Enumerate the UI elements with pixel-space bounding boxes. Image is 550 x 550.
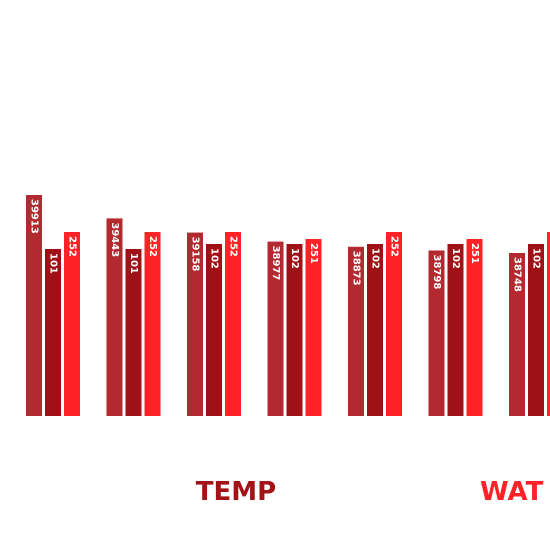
- data-label-series1-group5: 38873: [351, 251, 362, 286]
- bar-series3-group6: [466, 239, 483, 416]
- data-label-series1-group2: 39443: [109, 222, 120, 257]
- bar-series1-group6: [428, 250, 445, 416]
- bar-series2-group3: [206, 244, 222, 416]
- legend-label-temp: TEMP: [196, 477, 276, 507]
- bar-series2-group5: [367, 244, 383, 416]
- bar-labels-group: 39913 39443 39158 38977 38873 38798 38748 101 10…: [29, 199, 550, 292]
- bar-series1-group2: [106, 218, 123, 416]
- bar-series2-group7: [528, 244, 544, 416]
- bar-series1-group3: [187, 232, 203, 416]
- bar-series1-group5: [348, 246, 364, 416]
- bar-series2-group4: [286, 244, 303, 416]
- bar-series3-group4: [305, 239, 322, 416]
- data-label-series2-group7: 102: [531, 248, 542, 269]
- bar-series2-group2: [125, 249, 142, 416]
- data-label-series2-group6: 102: [450, 248, 461, 269]
- bar-series3-group7: [547, 232, 550, 416]
- data-label-series3-group4: 251: [308, 243, 319, 264]
- data-label-series3-group3: 252: [228, 236, 239, 257]
- data-label-series2-group2: 101: [128, 253, 139, 274]
- data-label-series1-group6: 38798: [431, 255, 442, 290]
- legend-label-wat: WAT: [480, 477, 544, 507]
- data-label-series2-group5: 102: [370, 248, 381, 269]
- bar-series2-group6: [447, 244, 464, 416]
- data-label-series2-group1: 101: [48, 253, 59, 274]
- data-label-series3-group2: 252: [147, 236, 158, 257]
- data-label-series2-group3: 102: [209, 248, 220, 269]
- bar-series1-group1: [26, 194, 42, 416]
- data-label-series1-group3: 39158: [190, 237, 201, 272]
- bar-series3-group5: [386, 232, 402, 416]
- bar-series3-group1: [64, 232, 80, 416]
- data-label-series3-group6: 251: [469, 243, 480, 264]
- data-label-series3-group1: 252: [67, 236, 78, 257]
- bar-series1-group7: [509, 253, 525, 416]
- bars-group: [26, 194, 550, 416]
- data-label-series3-group5: 252: [389, 236, 400, 257]
- data-label-series1-group4: 38977: [270, 246, 281, 281]
- bar-series3-group3: [225, 232, 241, 416]
- bar-series2-group1: [45, 249, 61, 416]
- bar-series3-group2: [144, 232, 161, 416]
- data-label-series2-group4: 102: [289, 248, 300, 269]
- bar-series1-group4: [267, 241, 284, 416]
- data-label-series1-group1: 39913: [29, 199, 40, 234]
- data-label-series1-group7: 38748: [512, 257, 523, 292]
